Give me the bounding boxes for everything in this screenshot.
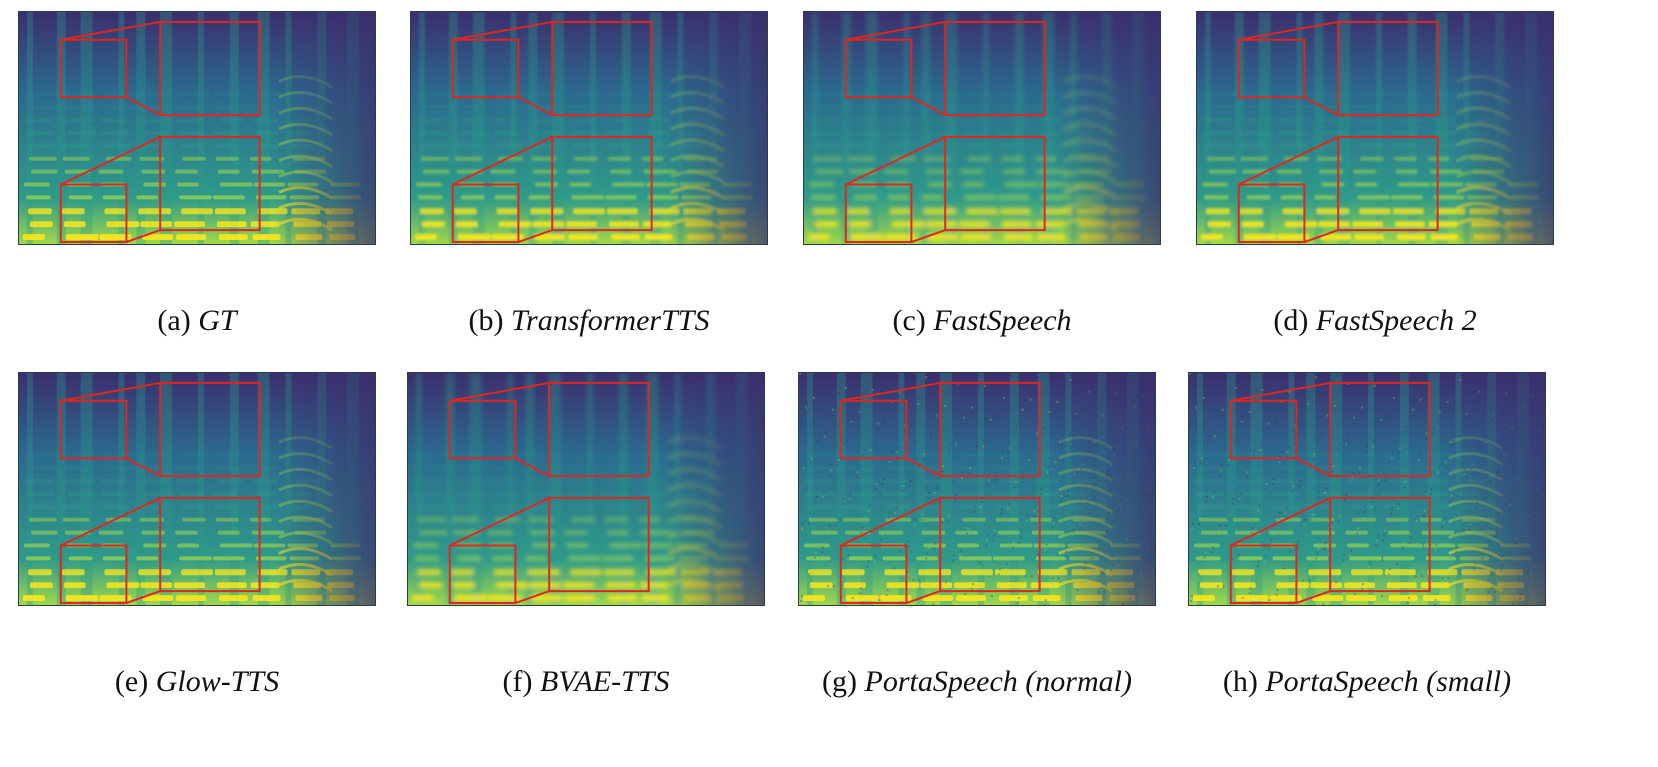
mel-spectrogram-image (803, 11, 1161, 245)
panel-letter: (g) (822, 665, 858, 698)
panel-caption: (f) BVAE-TTS (387, 665, 785, 699)
spectrogram-with-zoom-insets (799, 373, 1155, 605)
panel-model-name: Glow-TTS (155, 665, 280, 698)
panel-model-name: FastSpeech 2 (1315, 304, 1477, 337)
mel-spectrogram-image (1188, 372, 1546, 606)
panel-model-name: PortaSpeech (normal) (864, 665, 1132, 698)
panel-model-name: PortaSpeech (small) (1265, 665, 1512, 698)
panel-caption: (c) FastSpeech (783, 304, 1181, 338)
mel-spectrogram-image (18, 372, 376, 606)
panel-letter: (d) (1273, 304, 1309, 337)
mel-spectrogram-image (410, 11, 768, 245)
mel-spectrogram-image (1196, 11, 1554, 245)
spectrogram-with-zoom-insets (1189, 373, 1545, 605)
panel-caption: (h) PortaSpeech (small) (1168, 665, 1566, 699)
panel-model-name: TransformerTTS (511, 304, 710, 337)
panel-letter: (e) (114, 665, 149, 698)
panel-caption: (d) FastSpeech 2 (1176, 304, 1574, 338)
spectrogram-with-zoom-insets (19, 373, 375, 605)
spectrogram-with-zoom-insets (19, 12, 375, 244)
panel-caption: (g) PortaSpeech (normal) (778, 665, 1176, 699)
mel-spectrogram-image (407, 372, 765, 606)
spectrogram-with-zoom-insets (411, 12, 767, 244)
panel-model-name: FastSpeech (933, 304, 1072, 337)
mel-spectrogram-image (798, 372, 1156, 606)
panel-model-name: BVAE-TTS (540, 665, 670, 698)
panel-caption: (a) GT (0, 304, 396, 338)
panel-letter: (a) (157, 304, 191, 337)
panel-caption: (b) TransformerTTS (390, 304, 788, 338)
spectrogram-with-zoom-insets (408, 373, 764, 605)
panel-letter: (c) (892, 304, 926, 337)
spectrogram-with-zoom-insets (1197, 12, 1553, 244)
mel-spectrogram-image (18, 11, 376, 245)
panel-letter: (f) (502, 665, 533, 698)
spectrogram-with-zoom-insets (804, 12, 1160, 244)
panel-letter: (h) (1222, 665, 1258, 698)
panel-model-name: GT (198, 304, 237, 337)
panel-letter: (b) (468, 304, 504, 337)
panel-caption: (e) Glow-TTS (0, 665, 396, 699)
